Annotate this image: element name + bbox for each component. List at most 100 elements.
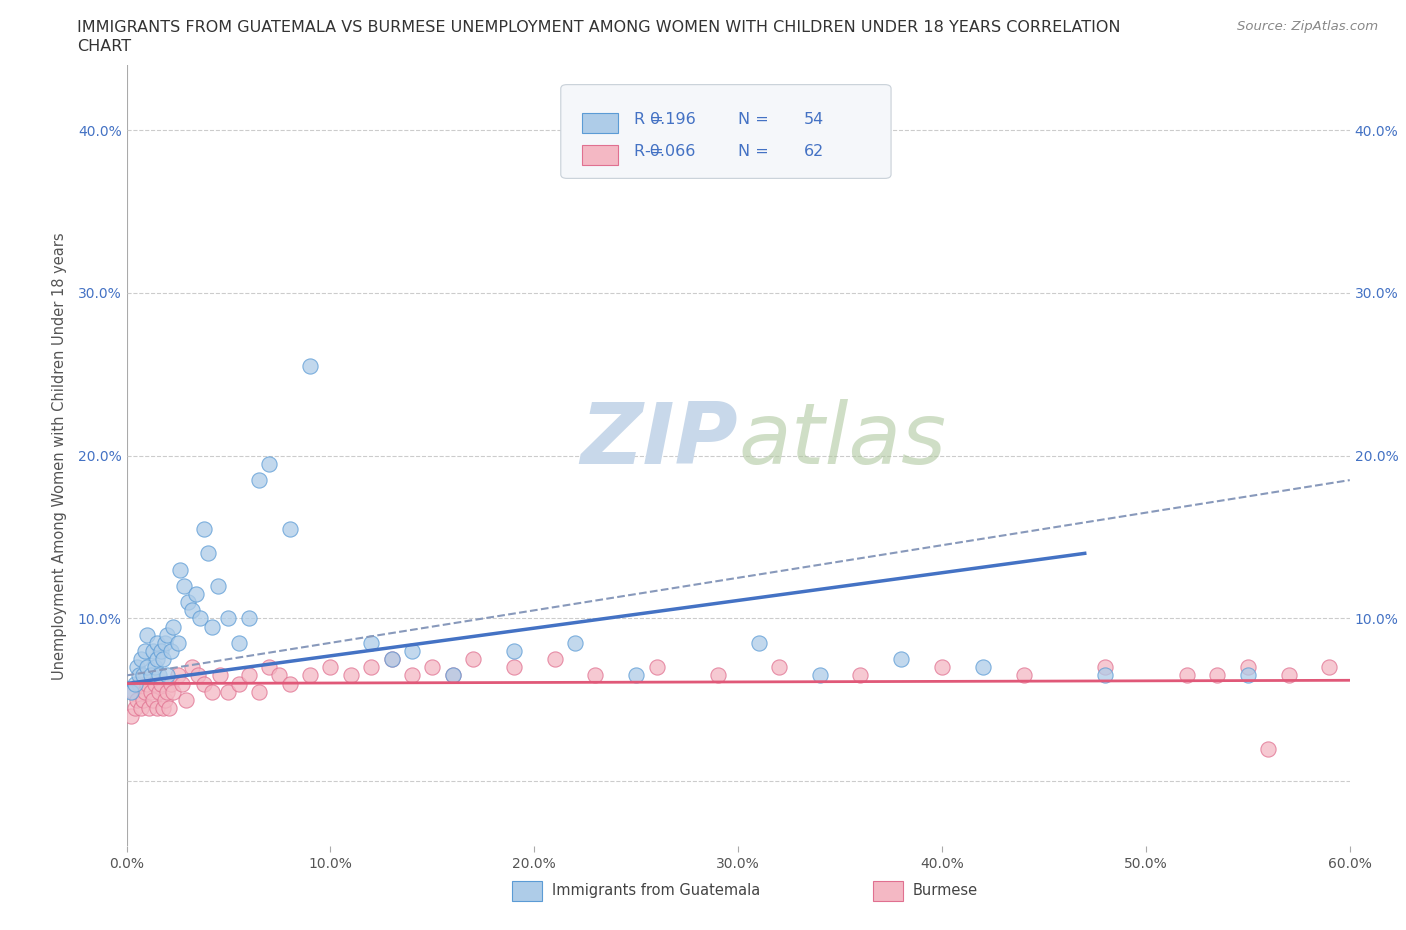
Point <box>148 668 170 683</box>
Point <box>543 652 565 667</box>
Point <box>247 684 270 699</box>
Point <box>150 644 173 658</box>
Point <box>187 668 209 683</box>
Text: ZIP: ZIP <box>581 399 738 482</box>
Point <box>135 676 157 691</box>
Text: N =: N = <box>738 113 769 127</box>
Point <box>143 676 166 691</box>
Y-axis label: Unemployment Among Women with Children Under 18 years: Unemployment Among Women with Children U… <box>52 232 66 680</box>
Point <box>132 668 155 683</box>
Point <box>748 635 770 650</box>
Point <box>134 684 156 699</box>
Point <box>134 644 156 658</box>
Point <box>278 522 301 537</box>
Point <box>380 652 404 667</box>
Point <box>564 635 586 650</box>
Point <box>228 676 250 691</box>
Point <box>193 676 215 691</box>
Point <box>156 668 179 683</box>
Point <box>166 635 188 650</box>
Point <box>228 635 250 650</box>
Point <box>121 684 143 699</box>
Point <box>1319 660 1341 675</box>
Point <box>193 522 215 537</box>
Point <box>152 700 174 715</box>
Point <box>184 587 207 602</box>
Text: 62: 62 <box>803 143 824 158</box>
Point <box>360 660 382 675</box>
Point <box>146 652 169 667</box>
Point <box>129 700 152 715</box>
Text: N =: N = <box>738 143 769 158</box>
Point <box>143 660 166 675</box>
Point <box>1257 741 1279 756</box>
Point <box>626 668 648 683</box>
FancyBboxPatch shape <box>582 144 619 166</box>
Text: R =: R = <box>634 143 664 158</box>
Point <box>125 660 148 675</box>
Point <box>207 578 229 593</box>
Point <box>138 700 160 715</box>
Point <box>218 611 240 626</box>
Point <box>128 668 150 683</box>
Point <box>162 684 184 699</box>
Text: Immigrants from Guatemala: Immigrants from Guatemala <box>553 884 761 898</box>
Point <box>931 660 953 675</box>
FancyBboxPatch shape <box>561 85 891 179</box>
Point <box>707 668 730 683</box>
Point <box>197 546 219 561</box>
Point <box>142 644 165 658</box>
Point <box>503 660 526 675</box>
Point <box>146 635 169 650</box>
Point <box>1175 668 1198 683</box>
Point <box>238 611 260 626</box>
FancyBboxPatch shape <box>512 882 543 901</box>
Text: CHART: CHART <box>77 39 131 54</box>
Point <box>441 668 464 683</box>
Point <box>169 562 191 577</box>
Point <box>180 660 202 675</box>
Text: IMMIGRANTS FROM GUATEMALA VS BURMESE UNEMPLOYMENT AMONG WOMEN WITH CHILDREN UNDE: IMMIGRANTS FROM GUATEMALA VS BURMESE UNE… <box>77 20 1121 35</box>
Text: atlas: atlas <box>738 399 946 482</box>
Point <box>441 668 464 683</box>
Point <box>1237 668 1260 683</box>
Point <box>155 692 177 708</box>
FancyBboxPatch shape <box>582 113 619 133</box>
Point <box>170 676 193 691</box>
Text: 0.196: 0.196 <box>650 113 696 127</box>
Point <box>401 644 423 658</box>
Point <box>173 578 195 593</box>
Point <box>686 155 709 170</box>
Point <box>269 668 291 683</box>
Point <box>148 684 170 699</box>
Point <box>1206 668 1229 683</box>
Point <box>360 635 382 650</box>
Point <box>278 676 301 691</box>
Point <box>162 619 184 634</box>
Point <box>156 628 179 643</box>
Point <box>125 692 148 708</box>
Point <box>972 660 994 675</box>
Point <box>142 692 165 708</box>
Point <box>201 619 224 634</box>
Point <box>180 603 202 618</box>
FancyBboxPatch shape <box>873 882 903 901</box>
Point <box>422 660 444 675</box>
Point <box>259 660 281 675</box>
Point <box>1094 668 1116 683</box>
Point <box>201 684 224 699</box>
Point <box>120 684 142 699</box>
Point <box>808 668 831 683</box>
Point <box>1237 660 1260 675</box>
Text: -0.066: -0.066 <box>644 143 696 158</box>
Point <box>849 668 872 683</box>
Text: 54: 54 <box>803 113 824 127</box>
Point <box>1012 668 1035 683</box>
Point <box>259 457 281 472</box>
Point <box>768 660 790 675</box>
Point <box>209 668 232 683</box>
Point <box>124 676 146 691</box>
Point <box>238 668 260 683</box>
Point <box>160 644 183 658</box>
Point <box>1094 660 1116 675</box>
